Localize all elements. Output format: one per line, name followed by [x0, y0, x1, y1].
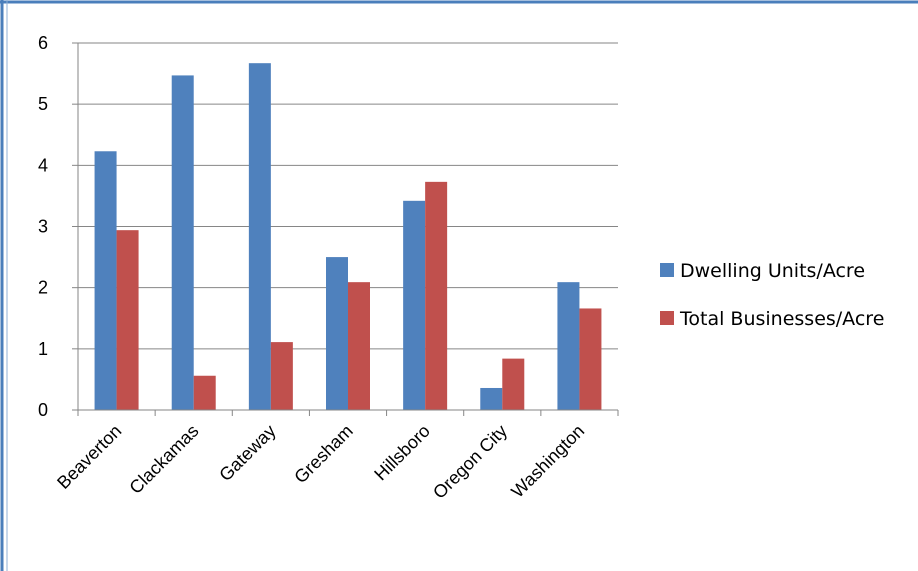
y-tick-label: 2	[38, 278, 48, 298]
y-tick-label: 4	[38, 155, 48, 175]
bar-gresham-series-2	[348, 282, 370, 410]
x-tick-label: Washington	[507, 421, 588, 502]
bar-gresham-series-1	[326, 257, 348, 410]
bar-oregon-city-series-1	[480, 387, 503, 410]
bars	[94, 63, 602, 411]
legend: Dwelling Units/Acre Total Businesses/Acre	[660, 260, 884, 330]
legend-label: Dwelling Units/Acre	[680, 260, 865, 282]
y-tick-label: 5	[38, 94, 48, 114]
legend-swatch	[660, 311, 674, 325]
x-tick-labels: Beaverton Clackamas Gateway Gresham Hillsbor…	[53, 421, 588, 503]
y-tick-label: 0	[38, 400, 48, 420]
x-tick-label: Oregon City	[429, 421, 511, 503]
x-tick-label: Beaverton	[53, 421, 125, 493]
bar-clackamas-series-2	[193, 375, 216, 410]
y-tick-labels: 0 1 2 3 4 5 6	[38, 33, 48, 420]
bar-washington-series-2	[579, 308, 602, 410]
x-tick-label: Hillsboro	[370, 421, 434, 485]
x-tick-label: Gresham	[290, 421, 356, 487]
bar-oregon-city-series-2	[502, 358, 525, 410]
x-tick-label: Clackamas	[125, 421, 202, 498]
axes	[77, 43, 619, 416]
y-tick-label: 3	[38, 217, 48, 237]
bar-beaverton-series-2	[116, 230, 139, 410]
bar-washington-series-1	[557, 282, 580, 410]
legend-swatch	[660, 263, 674, 277]
bar-clackamas-series-1	[171, 75, 194, 410]
bar-gateway-series-1	[248, 63, 271, 411]
bar-gateway-series-2	[270, 342, 293, 410]
bar-beaverton-series-1	[94, 151, 117, 410]
y-tick-label: 1	[38, 339, 48, 359]
y-tick-label: 6	[38, 33, 48, 53]
bar-hillsboro-series-2	[425, 181, 448, 410]
bar-hillsboro-series-1	[403, 200, 426, 410]
legend-label: Total Businesses/Acre	[679, 308, 884, 330]
x-tick-label: Gateway	[215, 421, 279, 485]
